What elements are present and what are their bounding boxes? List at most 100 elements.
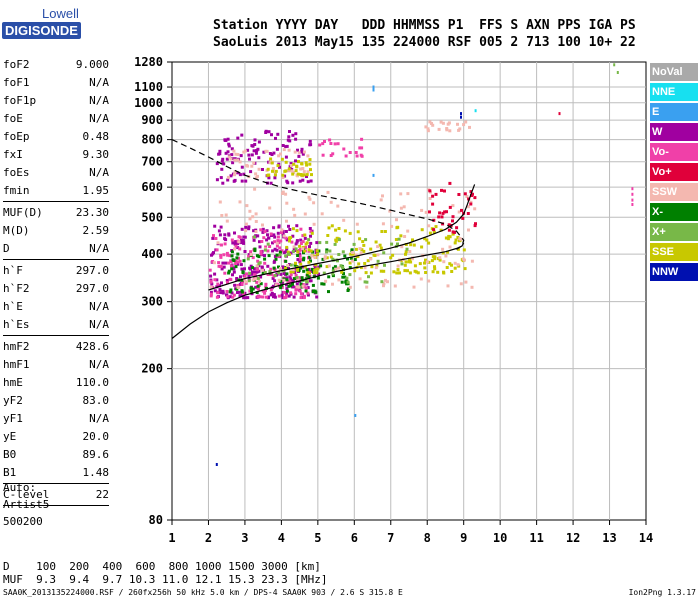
echo-point bbox=[399, 234, 403, 238]
echo-point bbox=[341, 266, 345, 269]
echo-point bbox=[252, 235, 256, 239]
echo-point bbox=[298, 244, 302, 248]
echo-point bbox=[404, 260, 408, 264]
echo-point bbox=[334, 239, 338, 243]
echo-point bbox=[296, 148, 299, 152]
echo-point bbox=[369, 257, 372, 261]
y-tick-label: 200 bbox=[141, 362, 163, 376]
plot-area: 1 2 3 4 5 6 7 8 9 10 11 12 13 14802003004005006007008… bbox=[134, 55, 653, 545]
echo-point bbox=[465, 195, 469, 198]
echo-point bbox=[299, 167, 303, 171]
echo-point bbox=[244, 229, 248, 233]
echo-point bbox=[305, 241, 309, 245]
echo-point bbox=[300, 162, 304, 166]
echo-point bbox=[209, 290, 213, 294]
echo-point bbox=[213, 272, 217, 276]
echo-point bbox=[276, 231, 280, 235]
echo-point bbox=[284, 266, 287, 270]
echo-point bbox=[317, 249, 321, 253]
echo-point bbox=[295, 282, 299, 286]
echo-point bbox=[223, 242, 227, 246]
echo-point bbox=[326, 190, 330, 194]
echo-point bbox=[243, 149, 247, 153]
digisonde-logo: Lowell DIGISONDE bbox=[2, 6, 82, 46]
echo-point bbox=[291, 227, 295, 231]
echo-point bbox=[325, 256, 329, 260]
echo-point bbox=[346, 280, 350, 284]
echo-point bbox=[232, 149, 236, 153]
echo-point bbox=[343, 254, 347, 258]
param-row: hmF2 428.6 bbox=[3, 338, 109, 356]
echo-point bbox=[244, 179, 248, 183]
echo-point bbox=[263, 271, 267, 274]
echo-point bbox=[229, 288, 233, 292]
echo-point bbox=[261, 295, 265, 299]
echo-point bbox=[456, 235, 460, 239]
echo-point bbox=[301, 178, 305, 182]
echo-point bbox=[252, 149, 256, 153]
echo-point bbox=[379, 198, 383, 202]
echo-point bbox=[225, 279, 229, 282]
echo-point bbox=[280, 249, 284, 253]
echo-point bbox=[308, 255, 312, 259]
echo-point bbox=[227, 142, 231, 146]
echo-point bbox=[230, 147, 234, 151]
auto-label: Auto: bbox=[3, 481, 37, 494]
echo-point bbox=[261, 268, 265, 272]
echo-point bbox=[434, 225, 438, 229]
echo-point bbox=[301, 283, 305, 286]
echo-point bbox=[439, 120, 443, 124]
echo-point bbox=[436, 270, 440, 274]
param-row: foF1 N/A bbox=[3, 74, 109, 92]
echo-point bbox=[313, 266, 317, 270]
echo-point bbox=[232, 259, 236, 263]
echo-point bbox=[305, 282, 309, 286]
echo-point bbox=[275, 147, 279, 151]
echo-point bbox=[234, 244, 238, 248]
echo-point bbox=[304, 286, 308, 290]
echo-point bbox=[285, 289, 289, 293]
echo-point bbox=[281, 296, 285, 300]
echo-point bbox=[558, 112, 561, 116]
echo-point bbox=[257, 262, 261, 266]
param-value: N/A bbox=[89, 166, 109, 179]
echo-point bbox=[272, 266, 276, 270]
legend-item-e: E bbox=[650, 103, 698, 121]
echo-point bbox=[306, 170, 310, 174]
echo-point bbox=[289, 263, 293, 267]
x-tick-label: 9 bbox=[460, 531, 467, 545]
echo-point bbox=[234, 152, 238, 156]
echo-point bbox=[218, 233, 222, 237]
echo-point bbox=[219, 255, 223, 259]
echo-point bbox=[281, 144, 285, 147]
echo-point bbox=[214, 237, 218, 240]
echo-point bbox=[224, 213, 228, 217]
echo-point bbox=[296, 277, 300, 281]
echo-point bbox=[322, 282, 326, 286]
echo-point bbox=[251, 266, 255, 270]
param-name: foF1p bbox=[3, 94, 37, 107]
echo-point bbox=[424, 271, 428, 274]
y-tick-label: 900 bbox=[141, 113, 163, 127]
echo-point bbox=[287, 266, 290, 270]
echo-point bbox=[470, 259, 474, 263]
echo-point bbox=[286, 138, 290, 142]
echo-point bbox=[266, 296, 270, 300]
echo-point bbox=[256, 259, 260, 263]
echo-point bbox=[250, 289, 254, 293]
param-row: B1 1.48 bbox=[3, 464, 109, 482]
echo-point bbox=[291, 279, 295, 282]
echo-point bbox=[408, 250, 412, 253]
echo-point bbox=[364, 238, 368, 242]
echo-point bbox=[325, 248, 329, 252]
echo-point bbox=[294, 137, 298, 141]
echo-point bbox=[258, 295, 262, 299]
echo-point bbox=[354, 151, 358, 154]
echo-point bbox=[432, 228, 436, 232]
echo-point bbox=[293, 263, 297, 267]
echo-point bbox=[461, 216, 465, 220]
auto-version: 500200 bbox=[3, 515, 43, 528]
echo-point bbox=[430, 122, 433, 125]
echo-point bbox=[278, 246, 282, 250]
echo-point bbox=[333, 265, 337, 269]
